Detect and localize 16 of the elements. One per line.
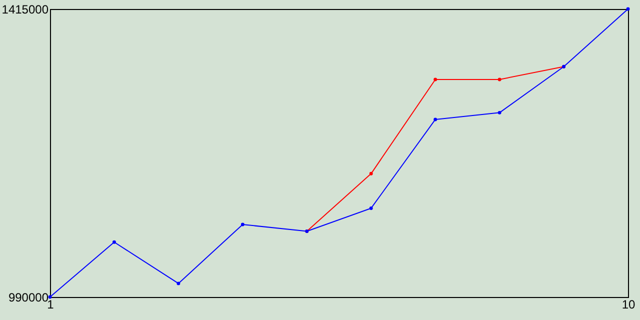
point <box>48 295 52 299</box>
point <box>434 78 438 82</box>
line-series <box>48 7 630 299</box>
point <box>369 206 373 210</box>
point <box>498 110 502 114</box>
point <box>240 222 244 226</box>
point <box>626 7 630 11</box>
x-tick-label: 10 <box>622 298 636 312</box>
y-tick-label: 1415000 <box>2 2 49 16</box>
point <box>369 172 373 176</box>
point <box>434 118 438 122</box>
point <box>176 282 180 286</box>
x-tick-label: 1 <box>47 298 54 312</box>
point <box>112 240 116 244</box>
y-tick-label: 990000 <box>8 290 49 304</box>
point <box>498 78 502 82</box>
